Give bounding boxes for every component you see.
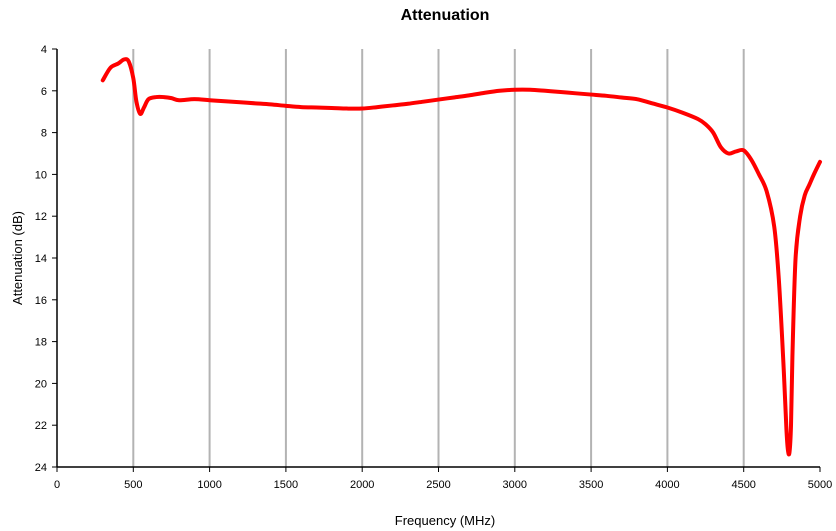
y-tick-label-18: 18 — [35, 337, 47, 349]
series-line-0 — [100, 57, 822, 457]
x-tick-label-2500: 2500 — [426, 479, 450, 491]
x-tick-label-5000: 5000 — [808, 479, 832, 491]
x-tick-label-3500: 3500 — [579, 479, 603, 491]
y-tick-label-24: 24 — [35, 462, 47, 474]
y-tick-label-4: 4 — [41, 44, 47, 56]
chart-title: Attenuation — [401, 7, 490, 24]
y-tick-label-6: 6 — [41, 86, 47, 98]
y-tick-label-8: 8 — [41, 128, 47, 140]
x-tick-label-1000: 1000 — [197, 479, 221, 491]
y-tick-label-20: 20 — [35, 378, 47, 390]
y-tick-label-12: 12 — [35, 211, 47, 223]
x-tick-label-4000: 4000 — [655, 479, 679, 491]
x-tick-label-500: 500 — [124, 479, 142, 491]
x-tick-label-4500: 4500 — [731, 479, 755, 491]
y-axis-label: Attenuation (dB) — [10, 211, 25, 305]
x-tick-label-1500: 1500 — [274, 479, 298, 491]
x-axis-ticks: 0 500 1000 1500 2000 2500 3000 3500 4000 4500 5000 — [54, 467, 832, 491]
grid-lines — [132, 49, 745, 467]
x-tick-label-2000: 2000 — [350, 479, 374, 491]
y-tick-label-10: 10 — [35, 169, 47, 181]
x-tick-label-0: 0 — [54, 479, 60, 491]
plot-area — [100, 57, 822, 457]
y-tick-label-14: 14 — [35, 253, 47, 265]
x-tick-label-3000: 3000 — [503, 479, 527, 491]
y-tick-label-16: 16 — [35, 295, 47, 307]
x-axis-label: Frequency (MHz) — [395, 513, 495, 528]
y-axis-ticks: 4 6 8 10 12 14 16 18 20 22 24 — [35, 44, 57, 474]
y-tick-label-22: 22 — [35, 420, 47, 432]
